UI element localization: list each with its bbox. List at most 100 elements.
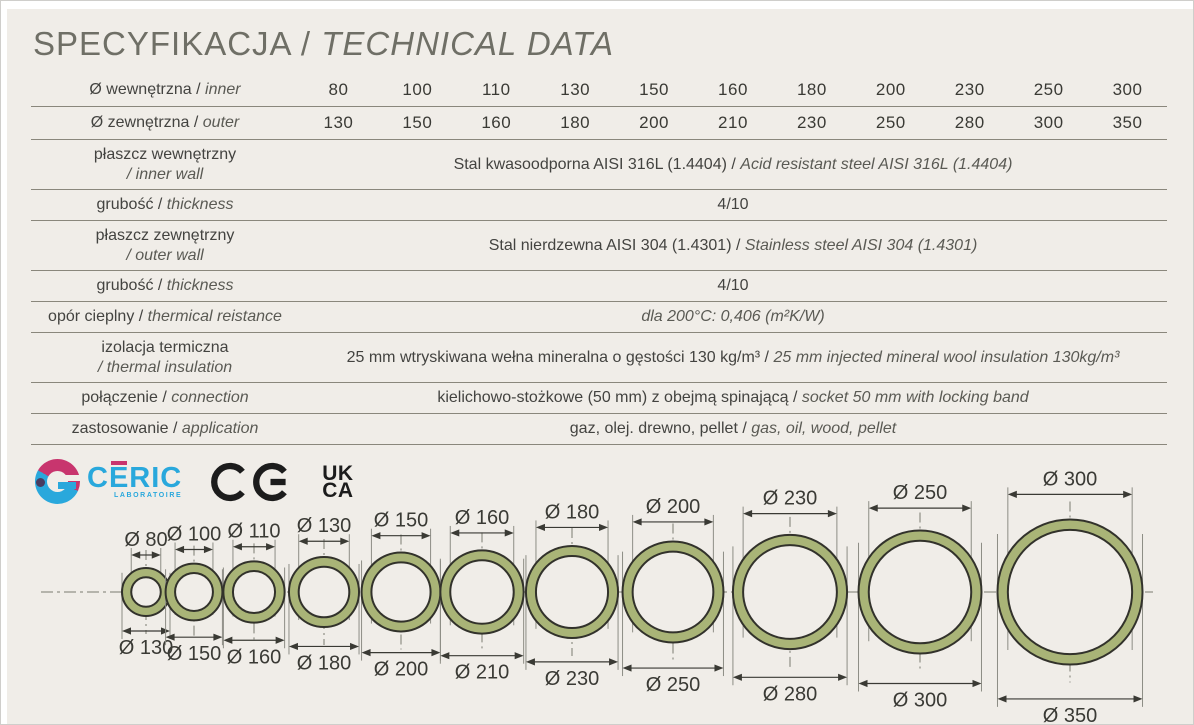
inner-diameter-label: Ø 80 [124, 529, 167, 551]
inner-dimension-arrow-head-right [962, 504, 972, 512]
outer-dimension-arrow-head-right [609, 658, 619, 666]
inner-dimension-arrow-head-right [203, 545, 213, 554]
outer-diameter-label: Ø 280 [763, 683, 817, 705]
row-value-en: gas, oil, wood, pellet [751, 420, 897, 437]
row-label-en: inner [205, 81, 241, 98]
row-label-pl: opór cieplny / [48, 308, 148, 325]
outer-dimension-arrow-head-left [165, 633, 175, 641]
outer-diameter-label: Ø 210 [455, 662, 509, 684]
page-title: SPECYFIKACJA / TECHNICAL DATA [33, 25, 1167, 63]
pipe-ring-inner [297, 565, 351, 619]
row-label-pl: Ø zewnętrzna / [90, 114, 203, 131]
spec-row-connection: połączenie / connection kielichowo-stożko… [31, 383, 1167, 414]
pipe-ring-inner [1006, 528, 1134, 656]
diameter-value: 160 [718, 80, 748, 99]
pipe-ring-inner [130, 576, 162, 608]
row-value: 25 mm wtryskiwana wełna mineralna o gęst… [299, 349, 1167, 367]
row-label: płaszcz wewnętrzny / inner wall [31, 145, 299, 185]
row-label: zastosowanie / application [31, 419, 299, 439]
row-value-en: Stainless steel AISI 304 (1.4301) [744, 236, 978, 254]
ceric-letter-e-macron: E [108, 460, 130, 494]
row-value: 4/10 [299, 196, 1167, 214]
outer-dimension-arrow-head-right [838, 673, 848, 681]
row-label-pl: płaszcz zewnętrzny [95, 226, 235, 244]
row-label-en: outer [202, 114, 240, 131]
ukca-line1: UK [322, 461, 354, 485]
row-label: izolacja termiczna / thermal insulation [31, 338, 299, 378]
row-value-pl: 25 mm wtryskiwana wełna mineralna o gęst… [346, 348, 774, 366]
inner-dimension-arrow-head-left [232, 543, 242, 551]
pipe-ring-inner [534, 554, 610, 630]
outer-dimension-arrow-head-left [440, 652, 450, 660]
spec-row-inner-thickness: grubość / thickness 4/10 [31, 190, 1167, 221]
outer-dimension-arrow-head-right [972, 679, 982, 688]
inner-diameter-row: Ø wewnętrzna / inner 80 100 110 130 150 160 180… [31, 74, 1167, 107]
diameter-value: 160 [481, 113, 512, 132]
inner-dimension-arrow-head-right [599, 523, 609, 532]
outer-diameter-label: Ø 300 [893, 689, 947, 711]
inner-dimension-arrow-head-right [421, 532, 431, 540]
spec-panel: SPECYFIKACJA / TECHNICAL DATA Ø wewnętrz… [7, 9, 1193, 725]
ce-mark-icon [211, 462, 288, 501]
row-label-pl: grubość / [96, 277, 167, 294]
row-label: płaszcz zewnętrzny / outer wall [31, 226, 299, 266]
row-value-en: socket 50 mm with locking band [801, 389, 1029, 406]
inner-dimension-arrow-head-left [535, 523, 545, 532]
diameter-values: 80 100 110 130 150 160 180 200 230 250 300 [299, 80, 1167, 100]
diameter-value: 130 [560, 80, 591, 99]
row-value: 4/10 [299, 277, 1167, 295]
row-value-pl: 4/10 [717, 277, 749, 294]
diameter-value: 280 [954, 113, 985, 132]
inner-dimension-arrow-head-left [450, 529, 460, 537]
outer-dimension-arrow-head-left [997, 695, 1007, 703]
diameter-value: 350 [1112, 113, 1143, 132]
outer-diameter-label: Ø 200 [374, 659, 428, 681]
row-value-pl: gaz, olej. drewno, pellet / [569, 420, 752, 437]
spec-row-inner-wall: płaszcz wewnętrzny / inner wall Stal kwaso… [31, 140, 1167, 190]
ceric-subtitle: LABORATOIRE [113, 491, 183, 499]
row-label-pl: izolacja termiczna [101, 338, 229, 356]
outer-diameter-label: Ø 350 [1043, 705, 1097, 725]
outer-dimension-arrow-head-left [858, 679, 868, 688]
row-label-en: thermical reistance [147, 308, 282, 325]
spec-table: Ø wewnętrzna / inner 80 100 110 130 150 160 180… [31, 74, 1167, 445]
pipe-ring-inner [174, 572, 214, 612]
row-value-en: dla 200°C: 0,406 (m²K/W) [641, 308, 825, 325]
row-value: kielichowo-stożkowe (50 mm) z obejmą spi… [299, 389, 1167, 407]
inner-dimension-arrow-head-right [1123, 490, 1133, 498]
diameter-value: 150 [402, 113, 433, 132]
ceric-letter: C [87, 461, 109, 494]
inner-dimension-arrow-head-left [371, 532, 381, 540]
outer-dimension-arrow-head-right [431, 649, 441, 657]
row-label-pl: grubość / [96, 196, 167, 213]
inner-diameter-label: Ø 300 [1043, 468, 1097, 490]
row-label-en: thickness [166, 277, 234, 294]
diameter-value: 200 [875, 80, 906, 99]
outer-diameter-row: Ø zewnętrzna / outer 130 150 160 180 200 210 23… [31, 107, 1167, 140]
row-label-en: thickness [166, 196, 234, 213]
ceric-letters: RIC [129, 461, 183, 494]
spec-row-outer-wall: płaszcz zewnętrzny / outer wall Stal nierd… [31, 221, 1167, 271]
row-label-pl: zastosowanie / [71, 420, 182, 437]
outer-dimension-arrow-head-left [288, 642, 298, 651]
inner-dimension-arrow-head-left [298, 537, 308, 545]
row-label: grubość / thickness [31, 195, 299, 215]
outer-dimension-arrow-head-right [514, 652, 524, 660]
pipe-ring-inner [231, 569, 277, 615]
ceric-gmark-icon [35, 459, 80, 504]
row-label-en: / outer wall [126, 246, 204, 264]
outer-dimension-arrow-head-left [732, 673, 742, 681]
ceric-gmark-tongue [58, 482, 76, 489]
page-title-italic: TECHNICAL DATA [321, 25, 614, 62]
row-label-en: application [181, 420, 259, 437]
outer-dimension-arrow-head-left [121, 627, 131, 635]
ceric-logo: CERIC LABORATOIRE [35, 459, 182, 504]
ukca-line2: CA [322, 478, 354, 502]
row-label-pl: płaszcz wewnętrzny [93, 145, 237, 163]
diameter-value: 250 [1033, 80, 1064, 99]
ceric-gmark-gap [61, 475, 80, 481]
row-value-pl: Stal kwasoodporna AISI 316L (1.4404) / [453, 155, 741, 173]
inner-dimension-arrow-head-right [827, 510, 837, 518]
diameter-value: 150 [639, 80, 670, 99]
